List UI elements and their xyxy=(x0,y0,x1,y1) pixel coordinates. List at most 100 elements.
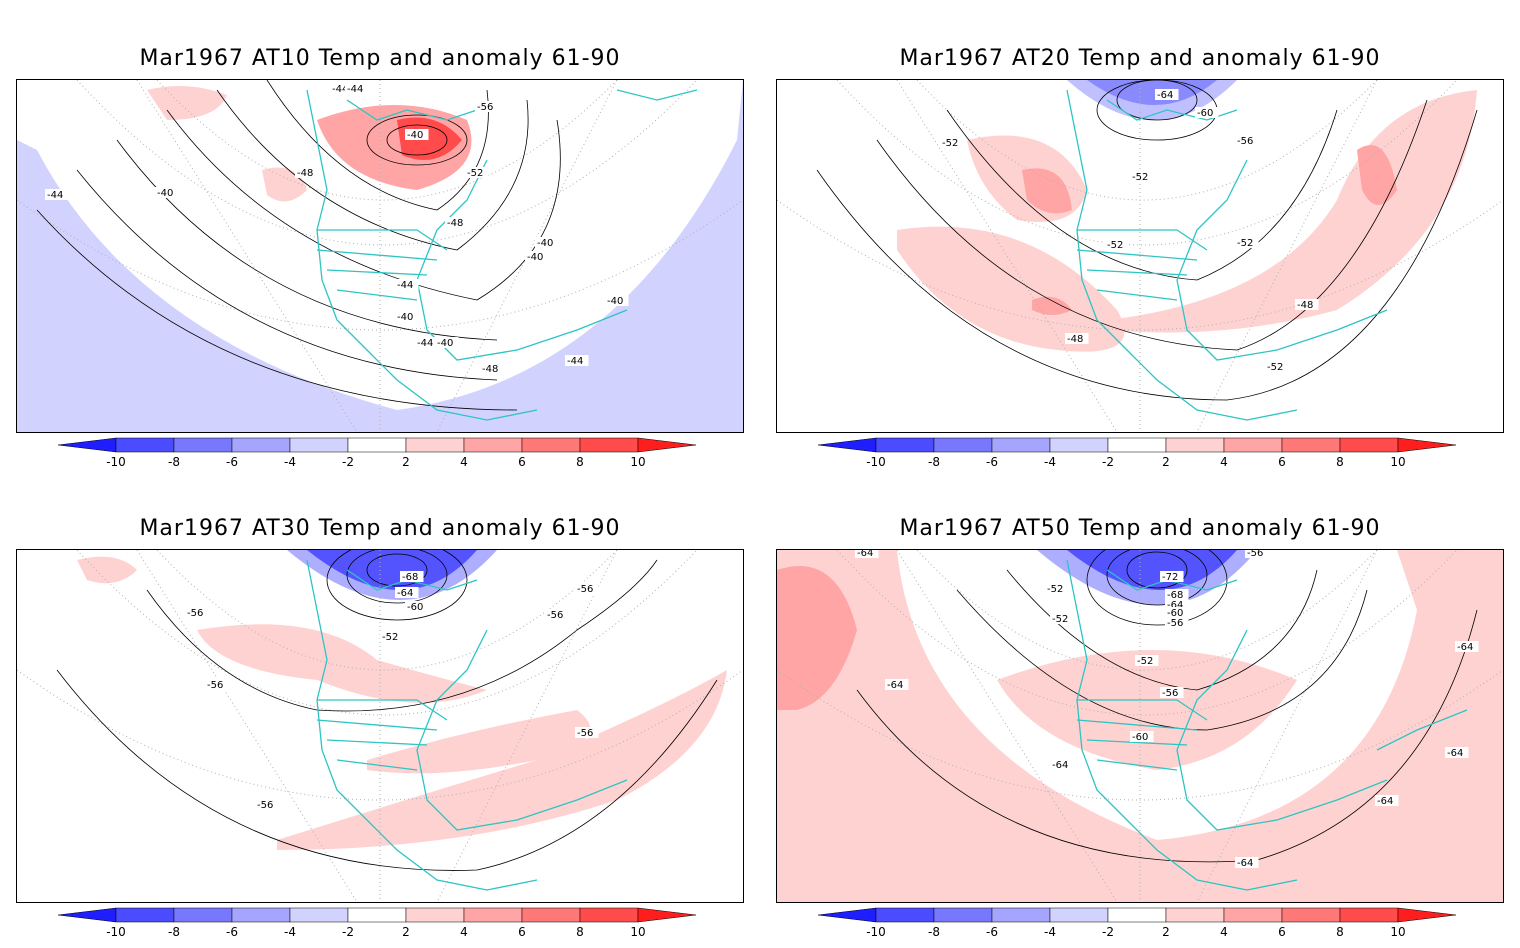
map-at30-svg: -68 -64 -60 -56 -56 -52 -56 -56 -56 -56 xyxy=(17,550,743,902)
svg-text:-56: -56 xyxy=(207,680,223,691)
colorbar-tick-label: 8 xyxy=(1336,925,1344,939)
svg-text:-52: -52 xyxy=(1052,614,1068,625)
colorbar-segment xyxy=(521,907,581,923)
map-at10: -44 -40 -48 -44 -52 -56 -48 -40 -40 -44 -40 -44 -40-… xyxy=(16,79,744,433)
contour-label: -56 xyxy=(575,583,599,595)
colorbar-segment xyxy=(991,437,1051,453)
warm-band-nw xyxy=(197,624,487,703)
svg-text:-40: -40 xyxy=(607,296,623,307)
contour-label: -68 xyxy=(400,571,424,583)
svg-text:-56: -56 xyxy=(187,608,203,619)
colorbar-segment xyxy=(405,437,465,453)
contour-label: -52 xyxy=(1050,613,1074,625)
svg-text:-64: -64 xyxy=(1167,600,1183,611)
colorbar-segment xyxy=(231,437,291,453)
colorbar-segment xyxy=(933,437,993,453)
colorbar-segment xyxy=(1107,907,1167,923)
svg-text:-56: -56 xyxy=(1162,688,1178,699)
colorbar-segment xyxy=(933,907,993,923)
svg-text:-56: -56 xyxy=(477,102,493,113)
contour-label: -44 xyxy=(45,189,69,201)
warm-core-center xyxy=(397,117,462,160)
svg-text:-52: -52 xyxy=(1237,238,1253,249)
map-at20: -64 -60 -56 -52 -52 -52 -52 -48 -48 -52 xyxy=(776,79,1504,433)
colorbar-tick-label: -10 xyxy=(866,925,886,939)
colorbar-tick-label: 8 xyxy=(576,455,584,469)
warm-band-mid xyxy=(997,650,1297,770)
colorbar-tick-label: -4 xyxy=(1044,455,1056,469)
contour-label: -60 xyxy=(1195,107,1219,119)
colorbar-tick-label: -2 xyxy=(1102,925,1114,939)
svg-text:-64: -64 xyxy=(1457,642,1473,653)
colorbar-segment xyxy=(875,907,935,923)
svg-text:-40: -40 xyxy=(407,130,423,141)
colorbar-segment xyxy=(579,907,639,923)
colorbar-svg xyxy=(57,907,697,923)
contour-label: -64 xyxy=(1445,747,1469,759)
colorbar-tick-label: 6 xyxy=(1278,925,1286,939)
lat-lon-grid xyxy=(777,550,1503,902)
svg-text:-56: -56 xyxy=(1237,136,1253,147)
colorbar-tick-label: -10 xyxy=(106,455,126,469)
contour-label: -52 xyxy=(1045,583,1069,595)
colorbar-segment xyxy=(1165,437,1225,453)
colorbar-segment xyxy=(1281,907,1341,923)
svg-text:-56: -56 xyxy=(547,610,563,621)
colorbar-tick-label: 8 xyxy=(1336,455,1344,469)
svg-text:-60: -60 xyxy=(1132,732,1148,743)
svg-text:-44: -44 xyxy=(567,356,583,367)
warm-band-east xyxy=(1107,90,1477,333)
colorbar-tick-label: -10 xyxy=(106,925,126,939)
svg-text:-52: -52 xyxy=(1137,656,1153,667)
contour-label: -64 xyxy=(1235,857,1259,869)
colorbar-tick-label: -6 xyxy=(226,925,238,939)
colorbar-segment xyxy=(405,907,465,923)
colorbar-segment xyxy=(875,437,935,453)
svg-text:-40: -40 xyxy=(397,312,413,323)
colorbar-segment xyxy=(991,907,1051,923)
contour-label: -56 xyxy=(545,609,569,621)
contour-label: -52 xyxy=(1235,237,1259,249)
svg-text:-56: -56 xyxy=(257,800,273,811)
contour-label: -64 xyxy=(1375,795,1399,807)
svg-text:-64: -64 xyxy=(1157,90,1173,101)
svg-text:-44: -44 xyxy=(347,84,363,95)
contours xyxy=(56,550,718,871)
coastlines xyxy=(306,89,698,421)
warm-patch-west xyxy=(777,566,857,710)
colorbar-tick-label: -6 xyxy=(226,455,238,469)
svg-text:-44: -44 xyxy=(417,338,433,349)
panel-title-at10: Mar1967 AT10 Temp and anomaly 61-90 xyxy=(139,46,621,71)
colorbar-segment xyxy=(289,907,349,923)
map-at50: -64 -72 -68 -64 -60 -56 -56 -52 -52 -52 -64 -56 -60-… xyxy=(776,549,1504,903)
map-at30: -68 -64 -60 -56 -56 -52 -56 -56 -56 -56 xyxy=(16,549,744,903)
colorbar-tick-label: -4 xyxy=(1044,925,1056,939)
contour-label: -56 xyxy=(1235,135,1259,147)
contour-label: -44 xyxy=(345,83,369,95)
contour-label: -52 xyxy=(465,167,489,179)
colorbar-tick-label: -4 xyxy=(284,455,296,469)
contours xyxy=(36,80,561,411)
colorbar-tick-label: 4 xyxy=(460,455,468,469)
panel-title-at20: Mar1967 AT20 Temp and anomaly 61-90 xyxy=(899,46,1381,71)
colorbar-tick-label: 10 xyxy=(1390,925,1406,939)
colorbar-tick-label: 6 xyxy=(1278,455,1286,469)
contour-label: -64 xyxy=(855,550,879,559)
svg-text:-52: -52 xyxy=(942,138,958,149)
contour-label: -40 xyxy=(525,251,549,263)
contour-label: -40 xyxy=(405,129,429,141)
svg-text:-52: -52 xyxy=(467,168,483,179)
colorbar-tick-label: 2 xyxy=(1162,455,1170,469)
colorbar-segment xyxy=(173,437,233,453)
svg-text:-64: -64 xyxy=(1052,760,1068,771)
contour-label: -56 xyxy=(185,607,209,619)
colorbar-tick-label: 4 xyxy=(1220,925,1228,939)
lat-lon-grid xyxy=(17,80,743,432)
map-at10-svg: -44 -40-48-44-52-56-48-40-40-44-40-44 -40-… xyxy=(17,80,743,432)
colorbar-segment xyxy=(1049,437,1109,453)
svg-text:-60: -60 xyxy=(1197,108,1213,119)
svg-text:-44: -44 xyxy=(47,190,63,201)
contour-label: -56 xyxy=(1160,687,1184,699)
colorbar-tick-label: -4 xyxy=(284,925,296,939)
contour-label: -72 xyxy=(1160,571,1184,583)
